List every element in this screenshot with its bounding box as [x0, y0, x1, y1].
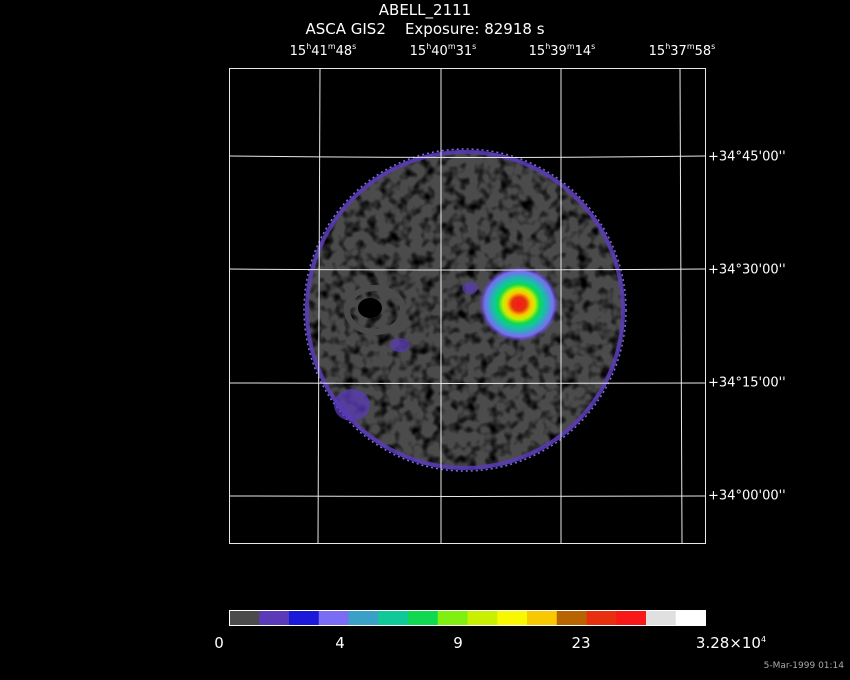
colorbar-label: 4 [335, 634, 345, 652]
colorbar-cell [318, 610, 349, 626]
ra-tick-label: 15h40m31s [409, 42, 477, 60]
colorbar-cell [378, 610, 409, 626]
colorbar-cell [675, 610, 706, 626]
object-name: ABELL_2111 [378, 1, 472, 19]
colorbar-label: 9 [453, 634, 463, 652]
colorbar-max-label: 3.28×104 [695, 634, 767, 652]
colorbar-label: 0 [214, 634, 224, 652]
dec-tick-label: +34°15'00'' [708, 375, 786, 391]
colorbar-cell [646, 610, 677, 626]
coordinate-grid [228, 67, 706, 544]
colorbar-label: 23 [571, 634, 591, 652]
instrument-label: ASCA GIS2 [305, 20, 386, 38]
colorbar-cell [586, 610, 617, 626]
ra-tick-label: 15h41m48s [289, 42, 357, 60]
colorbar-cell [289, 610, 320, 626]
dec-tick-label: +34°30'00'' [708, 262, 786, 278]
colorbar [229, 610, 706, 626]
exposure-label: Exposure: 82918 s [404, 20, 545, 38]
field-of-view [303, 148, 627, 472]
instrument-exposure: ASCA GIS2 Exposure: 82918 s [0, 20, 850, 38]
ra-tick-label: 15h37m58s [648, 42, 716, 60]
timestamp: 5-Mar-1999 01:14 [763, 661, 844, 671]
dec-tick-label: +34°45'00'' [708, 149, 786, 165]
colorbar-cell [229, 610, 260, 626]
colorbar-cell [259, 610, 290, 626]
colorbar-cell [527, 610, 558, 626]
dec-tick-label: +34°00'00'' [708, 488, 786, 504]
colorbar-cell [437, 610, 468, 626]
xray-image-panel [228, 67, 706, 544]
colorbar-cell [408, 610, 439, 626]
colorbar-cell [497, 610, 528, 626]
cluster-emission-source [479, 266, 559, 342]
colorbar-cell [467, 610, 498, 626]
ra-tick-label: 15h39m14s [528, 42, 596, 60]
colorbar-cell [556, 610, 587, 626]
colorbar-cells [229, 610, 706, 626]
colorbar-cell [348, 610, 379, 626]
colorbar-cell [616, 610, 647, 626]
